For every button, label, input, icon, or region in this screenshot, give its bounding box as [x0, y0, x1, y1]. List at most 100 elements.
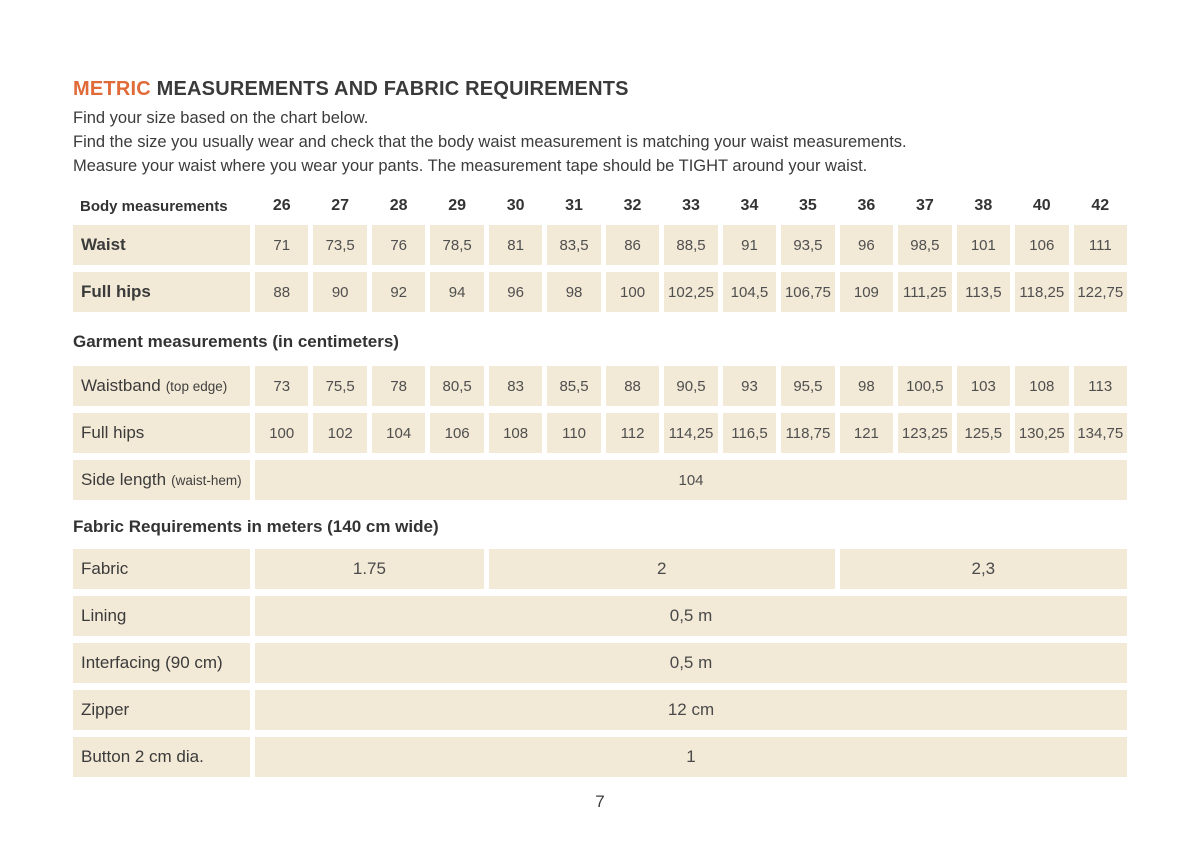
body-value-cell: 94: [430, 272, 484, 312]
body-value-cell: 96: [839, 225, 894, 265]
body-value-cell: 71: [255, 225, 309, 265]
body-value-cell: 98: [547, 272, 601, 312]
garment-value-cell: 100: [255, 413, 309, 453]
size-header: 27: [331, 197, 350, 214]
title-accent: METRIC: [73, 78, 151, 100]
body-value-cell: 81: [488, 225, 543, 265]
fabric-row-label: Button 2 cm dia.: [73, 737, 250, 777]
garment-row-label: Full hips: [73, 413, 250, 453]
page-number: 7: [595, 792, 605, 811]
body-value-cell: 86: [605, 225, 660, 265]
garment-value-cell: 83: [488, 366, 543, 406]
garment-value-cell: 104: [371, 413, 426, 453]
body-value-cell: 76: [371, 225, 426, 265]
garment-value-cell: 116,5: [722, 413, 777, 453]
garment-value-cell: 80,5: [430, 366, 484, 406]
garment-section-heading: Garment measurements (in centimeters): [73, 332, 399, 351]
side-length-label-note: (waist-hem): [171, 472, 242, 488]
body-row-label: Waist: [73, 225, 250, 265]
body-value-cell: 92: [371, 272, 426, 312]
garment-value-cell: 85,5: [547, 366, 601, 406]
side-length-label-text: Side length: [81, 470, 167, 489]
garment-value-cell: 73: [255, 366, 309, 406]
body-value-cell: 109: [839, 272, 894, 312]
page-title: METRIC MEASUREMENTS AND FABRIC REQUIREME…: [73, 78, 1127, 101]
body-value-cell: 73,5: [313, 225, 367, 265]
fabric-value-cell: 0,5 m: [255, 596, 1127, 636]
size-header: 40: [1032, 197, 1051, 214]
size-header: 26: [272, 197, 291, 214]
body-measurements-header-label: Body measurements: [80, 197, 228, 215]
garment-value-cell: 121: [839, 413, 894, 453]
garment-value-cell: 108: [1015, 366, 1069, 406]
size-header: 38: [974, 197, 993, 214]
garment-value-cell: 102: [313, 413, 367, 453]
body-value-cell: 106,75: [781, 272, 835, 312]
garment-value-cell: 95,5: [781, 366, 835, 406]
size-header: 42: [1091, 197, 1110, 214]
page-content: METRIC MEASUREMENTS AND FABRIC REQUIREME…: [73, 78, 1127, 777]
body-value-cell: 98,5: [898, 225, 952, 265]
size-header: 30: [506, 197, 525, 214]
garment-value-cell: 100,5: [898, 366, 952, 406]
size-header: 37: [915, 197, 934, 214]
fabric-row-label: Zipper: [73, 690, 250, 730]
size-header: 33: [682, 197, 700, 214]
garment-value-cell: 93: [722, 366, 777, 406]
body-value-cell: 106: [1015, 225, 1069, 265]
garment-value-cell: 103: [956, 366, 1011, 406]
size-header: 35: [799, 197, 817, 214]
fabric-row-label: Lining: [73, 596, 250, 636]
intro-text: Find your size based on the chart below.…: [73, 106, 1127, 178]
body-value-cell: 104,5: [722, 272, 777, 312]
size-header: 31: [565, 197, 583, 214]
garment-measurements-grid: Waistband (top edge) 73 75,5 78 80,5 83 85,5 88 9…: [73, 366, 1127, 500]
size-header: 36: [857, 197, 876, 214]
body-value-cell: 122,75: [1073, 272, 1127, 312]
size-header: 34: [740, 197, 759, 214]
intro-line-2: Find the size you usually wear and check…: [73, 133, 907, 151]
body-measurements-grid: Body measurements 26 27 28 29 30 31 32 33 34 35 36 3…: [73, 194, 1127, 312]
body-value-cell: 100: [605, 272, 660, 312]
garment-value-cell: 78: [371, 366, 426, 406]
body-value-cell: 78,5: [430, 225, 484, 265]
garment-row-label-note: (top edge): [165, 378, 228, 394]
body-value-cell: 96: [488, 272, 543, 312]
fabric-amount-cell: 2: [488, 549, 835, 589]
garment-value-cell: 125,5: [956, 413, 1011, 453]
body-value-cell: 113,5: [956, 272, 1011, 312]
garment-row-label-text: Waistband: [81, 376, 161, 395]
body-row-label: Full hips: [73, 272, 250, 312]
size-header: 29: [448, 197, 467, 214]
body-value-cell: 88: [255, 272, 309, 312]
fabric-requirements-grid: Fabric 1.75 2 2,3 Lining 0,5 m Interfacing (90…: [73, 549, 1127, 777]
garment-value-cell: 88: [605, 366, 660, 406]
garment-row-label-text: Full hips: [81, 423, 145, 442]
fabric-row-label: Interfacing (90 cm): [73, 643, 250, 683]
title-rest: MEASUREMENTS AND FABRIC REQUIREMENTS: [150, 78, 629, 100]
garment-value-cell: 113: [1073, 366, 1127, 406]
intro-line-3: Measure your waist where you wear your p…: [73, 157, 868, 175]
garment-value-cell: 130,25: [1015, 413, 1069, 453]
garment-value-cell: 106: [430, 413, 484, 453]
fabric-amount-cell: 2,3: [839, 549, 1127, 589]
fabric-row-label: Fabric: [73, 549, 250, 589]
garment-value-cell: 90,5: [664, 366, 718, 406]
body-value-cell: 83,5: [547, 225, 601, 265]
body-value-cell: 101: [956, 225, 1011, 265]
body-value-cell: 90: [313, 272, 367, 312]
body-value-cell: 88,5: [664, 225, 718, 265]
body-value-cell: 111,25: [898, 272, 952, 312]
fabric-section-heading: Fabric Requirements in meters (140 cm wi…: [73, 517, 439, 536]
size-header: 32: [623, 197, 642, 214]
side-length-value-cell: 104: [255, 460, 1127, 500]
side-length-label: Side length (waist-hem): [73, 460, 250, 500]
garment-value-cell: 108: [488, 413, 543, 453]
body-value-cell: 111: [1073, 225, 1127, 265]
garment-value-cell: 110: [547, 413, 601, 453]
fabric-value-cell: 12 cm: [255, 690, 1127, 730]
body-value-cell: 91: [722, 225, 777, 265]
body-value-cell: 118,25: [1015, 272, 1069, 312]
body-value-cell: 102,25: [664, 272, 718, 312]
